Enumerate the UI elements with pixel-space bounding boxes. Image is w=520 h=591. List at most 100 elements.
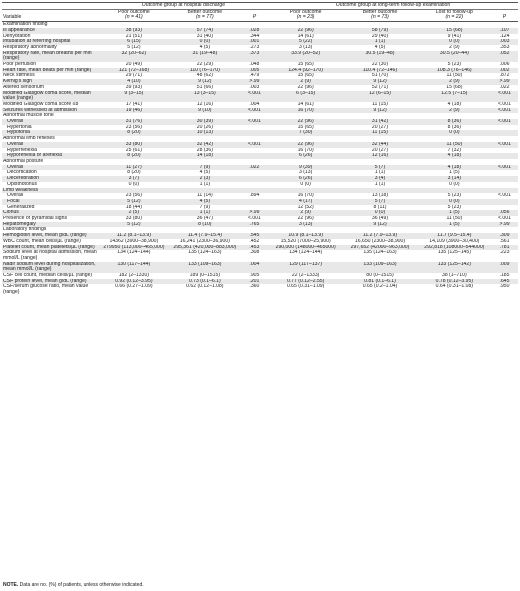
column-header-label: P	[252, 14, 257, 21]
value-cell: 0 (0)	[128, 181, 140, 187]
value-cell: 14 (18)	[169, 153, 241, 159]
value-cell: 0 (0)	[417, 39, 492, 45]
p-value-cell: .002	[492, 67, 518, 74]
value-cell: 2 (9)	[417, 107, 492, 114]
value-cell: 8 (10)	[169, 221, 241, 228]
value-cell: 12 (6–15)	[343, 90, 418, 102]
value-cell: 15 (68)	[417, 27, 492, 34]
value-cell: 22 (2–1333)	[291, 273, 320, 279]
column-header-n: (n = 23)	[296, 14, 315, 21]
value-cell: 32 (20–62)	[98, 50, 170, 63]
p-value-cell: <.001	[240, 107, 269, 114]
group-discharge-header: Outcome group at hospital discharge	[98, 2, 269, 10]
table-row: Kernig's sign 4 (10) 9 (12) >.99 2 (9) 9 (12)…	[2, 79, 518, 85]
value-cell: 11 (15)	[343, 130, 418, 137]
value-cell: 2 (9)	[268, 79, 344, 85]
value-cell: 134 (124–144)	[117, 250, 151, 256]
p-value-cell	[240, 153, 269, 159]
value-cell: 133 (109–163)	[169, 261, 241, 274]
value-cell: 11 (14)	[196, 193, 213, 199]
value-cell: 10 (13)	[169, 130, 241, 137]
p-value-cell: .645	[492, 278, 518, 285]
row-label: Poor perfusion	[3, 62, 37, 68]
p-value-cell: .781	[492, 244, 518, 251]
p-value-cell: .022	[499, 84, 510, 90]
value-cell	[417, 187, 492, 194]
value-cell: 279950 (113,000–465,000)	[98, 244, 170, 251]
table-row: Hypertonia 23 (56) 20 (26) 15 (65) 20 (27) 8 …	[2, 125, 518, 131]
value-cell: 297,652 (42000–963,000)	[343, 244, 418, 251]
row-label: Abnormal posture	[3, 158, 44, 164]
table-row: Limb weakness	[2, 187, 518, 194]
value-cell: 12 (16)	[196, 101, 213, 107]
row-label: Hyperreflexia	[7, 147, 38, 153]
row-label: Dehydration	[3, 33, 31, 39]
value-cell: 36 (49)	[371, 216, 389, 222]
row-label: Opisthotonus	[7, 181, 38, 187]
value-cell: 31 (76)	[98, 119, 170, 125]
p-value-cell: .905	[249, 273, 260, 279]
value-cell: 11.2 (8.1–13.9)	[98, 233, 170, 239]
row-label: Laboratory findings	[3, 227, 47, 233]
value-cell: 14 (61)	[297, 101, 314, 107]
row-label: Decerebration	[2, 176, 99, 182]
value-cell: 1 (1)	[343, 39, 418, 45]
p-value-cell: .950	[499, 284, 510, 290]
column-header: P	[492, 9, 518, 23]
p-value-cell: .003	[249, 84, 260, 90]
value-cell: 1 (5)	[417, 221, 492, 228]
value-cell	[343, 187, 418, 194]
row-label: Abnormal muscle tone	[3, 113, 54, 119]
p-value-cell	[492, 198, 518, 205]
value-cell: 32 (42)	[169, 141, 241, 148]
value-cell: 0 (0)	[449, 181, 460, 187]
row-label: Respiratory rate, mean breaths per min (…	[2, 50, 99, 63]
column-header: P	[240, 9, 269, 23]
value-cell: 36 (47)	[196, 216, 213, 222]
p-value-cell: .344	[249, 33, 260, 39]
value-cell: 0.92 (0.12–3.95)	[98, 278, 170, 285]
value-cell: 22 (29)	[196, 62, 213, 68]
row-label: CSF protein level, mean g/dL (range)	[2, 278, 99, 285]
value-cell: 8 (36)	[417, 119, 492, 125]
value-cell: 189 (0–1515)	[189, 273, 220, 279]
table-row: Sodium level at hospital admission, mean…	[2, 250, 518, 261]
table-row: Overall 11 (27) 7 (9) .022 9 (39) 5 (7) 4 (18)…	[2, 164, 518, 171]
table-row: Laboratory findings	[2, 227, 518, 233]
row-label: Abnormal limb reflexes	[3, 136, 55, 142]
table-row: Hemoglobin level, mean g/dL (range) 11.2 …	[2, 233, 518, 239]
row-label: Nadir sodium level during hospitalizatio…	[2, 261, 99, 274]
p-value-cell	[240, 198, 269, 205]
column-header-n: (n = 41)	[125, 14, 143, 21]
value-cell: 2 (5)	[98, 210, 170, 217]
p-value-cell: .223	[499, 250, 510, 256]
row-label: Respiratory abnormality	[3, 44, 57, 50]
table-row: Intubation at referring hospital 6 (15) 0 …	[2, 39, 518, 45]
table-row: Abnormal posture	[2, 159, 518, 165]
p-value-cell: .309	[492, 233, 518, 239]
value-cell: 9 (12)	[343, 79, 418, 85]
table-row: Ill appearance 38 (93) 57 (74) .028 22 (96) 5…	[2, 27, 518, 34]
table-row: Generalized 18 (44) 7 (9) 12 (52) 8 (11) 5 (2…	[2, 205, 518, 211]
value-cell: 14 (61)	[297, 33, 314, 39]
column-header-label: Poor outcome	[289, 9, 322, 15]
value-cell: 11 (50)	[446, 216, 463, 222]
p-value-cell: <.001	[492, 141, 518, 148]
value-cell: 5 (7)	[343, 198, 418, 205]
value-cell: 38 (93)	[98, 27, 170, 34]
value-cell: 2 (9)	[449, 44, 460, 50]
value-cell: 11 (50)	[417, 141, 492, 148]
table-note: NOTE. Data are no. (%) of patients, unle…	[3, 582, 144, 588]
p-value-cell: <.001	[240, 141, 269, 148]
value-cell: 38 (1–710)	[442, 273, 467, 279]
column-header-label: P	[502, 14, 507, 21]
p-value-cell	[492, 153, 518, 159]
p-value-cell: <.001	[492, 164, 518, 171]
value-cell: 30.5 (19–48)	[343, 50, 418, 63]
row-label: Decortication	[7, 170, 37, 176]
value-cell: 3 (13)	[298, 44, 313, 50]
value-cell: 15,520 (7000–25,900)	[280, 238, 331, 244]
value-cell: 6 (26)	[268, 153, 344, 159]
row-label: Hemoglobin level, mean g/dL (range)	[2, 233, 99, 239]
value-cell: 0.62 (0.12–1.08)	[186, 284, 224, 290]
